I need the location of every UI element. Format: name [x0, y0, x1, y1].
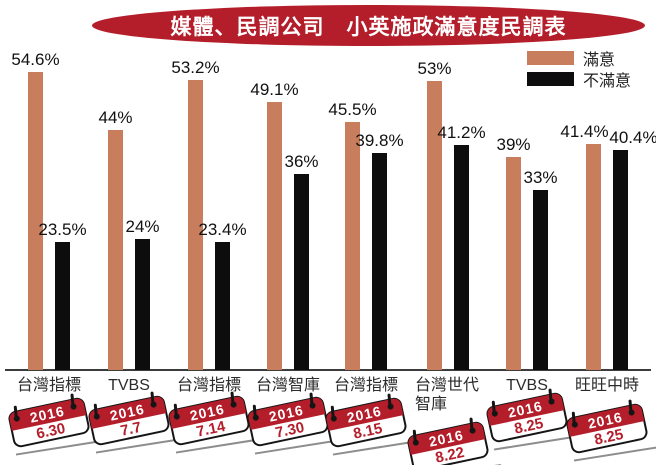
x-axis-line: [5, 369, 651, 371]
calendar-pin-icon: [330, 405, 335, 421]
category-label: 台灣世代 智庫: [406, 376, 490, 414]
date-tag: 2016 8.25: [565, 399, 656, 462]
calendar-pin-icon: [13, 405, 18, 421]
category-label-line: 智庫: [415, 396, 448, 413]
category-label: TVBS: [485, 376, 569, 395]
satisfied-bar: [427, 81, 442, 370]
dissatisfied-bar: [454, 145, 469, 370]
value-label: 54.6%: [11, 50, 60, 69]
category-label: TVBS: [87, 376, 171, 395]
category-label: 旺旺中時: [565, 376, 649, 395]
chart-title: 媒體、民調公司 小英施政滿意度民調表: [170, 15, 567, 39]
value-label: 39%: [496, 135, 531, 154]
value-label: 40.4%: [609, 128, 656, 147]
satisfied-bar: [345, 122, 360, 370]
value-label: 41.4%: [560, 122, 609, 141]
dissatisfied-bar: [613, 150, 628, 370]
category-label: 台灣指標: [324, 376, 408, 395]
value-label: 24%: [125, 217, 160, 236]
calendar-pin-icon: [491, 400, 496, 416]
calendar-pin-icon: [571, 411, 576, 427]
date-tag: 2016 7.30: [246, 392, 342, 455]
calendar-pin-icon: [628, 399, 633, 415]
category-label: 台灣智庫: [246, 376, 330, 395]
dissatisfied-bar: [294, 174, 309, 370]
category-label-line: 旺旺中時: [574, 377, 639, 394]
dissatisfied-swatch-icon: [527, 72, 574, 86]
date-tag: 2016 8.25: [485, 388, 581, 451]
satisfied-bar: [506, 157, 521, 370]
value-label: 41.2%: [437, 123, 486, 142]
category-label: 台灣指標: [167, 376, 251, 395]
calendar-pin-icon: [252, 404, 257, 420]
legend-label-dissatisfied: 不滿意: [583, 73, 632, 90]
category-label-line: 台灣世代: [415, 377, 480, 394]
satisfied-bar: [28, 72, 43, 370]
category-label-line: 台灣智庫: [255, 377, 320, 394]
dissatisfied-bar: [533, 190, 548, 370]
value-label: 39.8%: [355, 131, 404, 150]
dissatisfied-bar: [215, 242, 230, 370]
calendar-pin-icon: [173, 403, 178, 419]
title-banner: 媒體、民調公司 小英施政滿意度民調表: [92, 5, 645, 46]
value-label: 49.1%: [250, 80, 299, 99]
category-label-line: 台灣指標: [16, 377, 81, 394]
value-label: 33%: [523, 168, 558, 187]
calendar-pin-icon: [93, 403, 98, 419]
legend-label-satisfied: 滿意: [583, 52, 616, 69]
calendar-pin-icon: [70, 393, 75, 409]
satisfied-bar: [586, 144, 601, 370]
category-label-line: TVBS: [108, 377, 150, 394]
date-tag: 2016 8.22: [406, 417, 502, 465]
dissatisfied-bar: [55, 242, 70, 370]
dissatisfied-bar: [372, 153, 387, 370]
legend-item-satisfied: 滿意: [527, 48, 631, 69]
legend: 滿意 不滿意: [527, 48, 631, 90]
date-tag: 2016 8.15: [324, 393, 420, 456]
calendar-pin-icon: [412, 429, 417, 445]
category-label-line: TVBS: [506, 377, 548, 394]
category-label-line: 台灣指標: [333, 377, 398, 394]
value-label: 44%: [98, 108, 133, 127]
date-tag: 2016 7.7: [87, 391, 183, 454]
value-label: 45.5%: [328, 100, 377, 119]
date-tag: 2016 7.14: [167, 391, 263, 454]
satisfied-bar: [108, 130, 123, 370]
calendar-pin-icon: [387, 393, 392, 409]
value-label: 36%: [284, 152, 319, 171]
value-label: 23.5%: [38, 220, 87, 239]
category-label: 台灣指標: [7, 376, 91, 395]
satisfied-bar: [267, 102, 282, 370]
dissatisfied-bar: [135, 239, 150, 370]
value-label: 53%: [417, 59, 452, 78]
legend-item-dissatisfied: 不滿意: [527, 69, 632, 90]
date-tag: 2016 6.30: [7, 393, 103, 456]
value-label: 53.2%: [171, 58, 220, 77]
satisfied-bar: [188, 80, 203, 370]
category-label-line: 台灣指標: [176, 377, 241, 394]
satisfied-swatch-icon: [527, 51, 574, 65]
value-label: 23.4%: [198, 220, 247, 239]
calendar-pin-icon: [469, 417, 474, 433]
